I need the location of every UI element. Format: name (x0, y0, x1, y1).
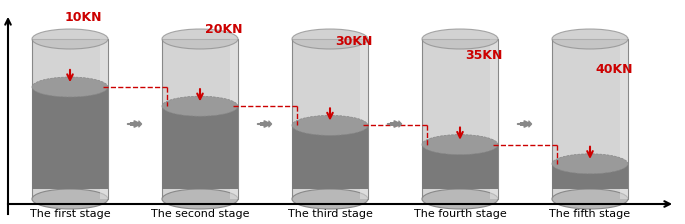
Polygon shape (292, 39, 368, 199)
Ellipse shape (162, 29, 238, 49)
Ellipse shape (162, 189, 238, 209)
Polygon shape (360, 39, 368, 199)
Polygon shape (620, 39, 628, 199)
Text: The second stage: The second stage (151, 209, 249, 219)
Text: 30KN: 30KN (335, 35, 373, 48)
Ellipse shape (32, 77, 108, 97)
Text: The fourth stage: The fourth stage (414, 209, 506, 219)
Ellipse shape (292, 189, 368, 209)
Polygon shape (230, 39, 238, 199)
Polygon shape (490, 39, 498, 199)
Ellipse shape (552, 189, 628, 209)
Ellipse shape (552, 29, 628, 49)
Ellipse shape (162, 96, 238, 116)
Text: 20KN: 20KN (205, 23, 242, 36)
Text: 10KN: 10KN (65, 11, 103, 24)
Text: ⇒: ⇒ (128, 115, 142, 133)
Polygon shape (100, 39, 108, 199)
Ellipse shape (552, 154, 628, 174)
Ellipse shape (422, 135, 498, 155)
Ellipse shape (32, 189, 108, 209)
Polygon shape (422, 145, 498, 189)
Text: ⇒: ⇒ (518, 115, 532, 133)
Polygon shape (162, 39, 238, 199)
Text: The third stage: The third stage (288, 209, 373, 219)
Polygon shape (552, 39, 628, 199)
Text: 40KN: 40KN (595, 63, 632, 76)
Text: ⇒: ⇒ (258, 115, 272, 133)
Text: The fifth stage: The fifth stage (549, 209, 631, 219)
Polygon shape (162, 106, 238, 189)
Ellipse shape (422, 189, 498, 209)
Ellipse shape (32, 29, 108, 49)
Text: 35KN: 35KN (465, 49, 502, 62)
Polygon shape (32, 87, 108, 189)
Polygon shape (422, 39, 498, 199)
Ellipse shape (292, 29, 368, 49)
Polygon shape (292, 125, 368, 189)
Text: The first stage: The first stage (29, 209, 110, 219)
Polygon shape (552, 164, 628, 189)
Polygon shape (32, 39, 108, 199)
Text: ⇒: ⇒ (388, 115, 402, 133)
Ellipse shape (422, 29, 498, 49)
Ellipse shape (292, 115, 368, 135)
